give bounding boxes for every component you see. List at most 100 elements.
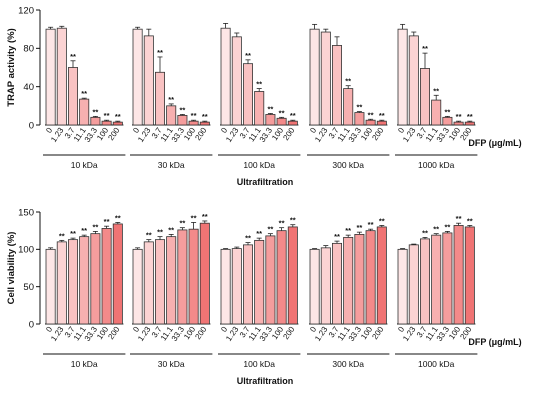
top-x-axis-label: Ultrafiltration bbox=[237, 177, 294, 187]
top-sig-g0-c5: ** bbox=[104, 111, 110, 120]
bottom-bar-g4-c3 bbox=[431, 234, 442, 325]
bottom-conc-label-g2-c0: 0 bbox=[219, 325, 229, 334]
top-conc-label-g0-c0: 0 bbox=[44, 126, 54, 135]
top-ytick-label-0: 0 bbox=[29, 120, 34, 131]
top-sig-g3-c5: ** bbox=[368, 110, 374, 119]
top-bar-g3-c2 bbox=[331, 45, 342, 126]
bottom-sig-g1-c2: ** bbox=[157, 228, 163, 237]
top-bar-g1-c0 bbox=[132, 28, 143, 126]
bottom-bar-g4-c6 bbox=[464, 226, 475, 325]
bottom-conc-label-g0-c6: 200 bbox=[106, 325, 121, 342]
top-sig-g2-c6: ** bbox=[290, 111, 296, 120]
bottom-bar-g4-c5 bbox=[453, 225, 464, 325]
bottom-ytick-label-1: 50 bbox=[23, 282, 34, 293]
bottom-bar-g3-c5 bbox=[365, 230, 376, 325]
top-bar-g0-c4 bbox=[90, 116, 101, 126]
bottom-sig-g0-c3: ** bbox=[81, 226, 87, 235]
top-conc-label-g3-c6: 200 bbox=[370, 126, 385, 143]
top-conc-label-g2-c0: 0 bbox=[219, 126, 229, 135]
top-bar-g4-c5 bbox=[453, 121, 464, 126]
bottom-conc-label-g3-c6: 200 bbox=[370, 325, 385, 342]
bottom-bar-g0-c2 bbox=[68, 239, 79, 325]
bottom-bar-g1-c3 bbox=[166, 236, 177, 325]
bottom-y-axis-label: Cell viability (%) bbox=[6, 232, 17, 305]
top-concentration-unit: DFP (μg/mL) bbox=[468, 138, 521, 148]
top-bar-g2-c6 bbox=[287, 120, 298, 126]
top-sig-g0-c3: ** bbox=[81, 89, 87, 98]
bottom-conc-label-g3-c0: 0 bbox=[308, 325, 318, 334]
top-sig-g3-c4: ** bbox=[356, 103, 362, 112]
bottom-sig-g2-c5: ** bbox=[279, 219, 285, 228]
bottom-bar-g4-c2 bbox=[419, 238, 430, 325]
bottom-group-2-name: 100 kDa bbox=[243, 359, 275, 369]
top-sig-g2-c4: ** bbox=[267, 105, 273, 114]
bottom-bar-g0-c5 bbox=[101, 228, 112, 325]
bottom-sig-g4-c4: ** bbox=[444, 222, 450, 231]
top-bar-g0-c0 bbox=[45, 28, 56, 126]
bottom-bar-g3-c6 bbox=[376, 226, 387, 325]
top-bar-g3-c4 bbox=[354, 112, 365, 126]
bottom-bar-g0-c0 bbox=[45, 248, 56, 325]
bottom-ytick-label-3: 150 bbox=[18, 207, 34, 218]
top-bar-g2-c0 bbox=[220, 27, 231, 126]
bottom-sig-g4-c5: ** bbox=[456, 214, 462, 223]
bottom-bar-g2-c2 bbox=[242, 244, 253, 325]
bottom-bar-g1-c0 bbox=[132, 248, 143, 325]
bottom-bar-g4-c0 bbox=[397, 248, 408, 325]
bottom-sig-g2-c6: ** bbox=[290, 216, 296, 225]
bottom-bar-g2-c3 bbox=[254, 239, 265, 325]
bottom-sig-g4-c6: ** bbox=[467, 216, 473, 225]
top-sig-g3-c6: ** bbox=[379, 111, 385, 120]
bottom-bar-g1-c4 bbox=[177, 229, 188, 325]
bottom-bar-g4-c4 bbox=[442, 232, 453, 325]
bottom-sig-g1-c6: ** bbox=[202, 212, 208, 221]
top-group-1-name: 30 kDa bbox=[158, 160, 185, 170]
top-conc-label-g1-c6: 200 bbox=[193, 126, 208, 143]
bottom-sig-g2-c2: ** bbox=[245, 234, 251, 243]
bottom-bar-g3-c4 bbox=[354, 233, 365, 325]
top-sig-g2-c3: ** bbox=[256, 80, 262, 89]
bottom-bar-g0-c4 bbox=[90, 233, 101, 325]
bottom-bar-g2-c5 bbox=[276, 230, 287, 325]
bottom-sig-g2-c3: ** bbox=[256, 229, 262, 238]
top-bar-g1-c2 bbox=[154, 71, 165, 126]
top-ytick-label-3: 120 bbox=[18, 5, 34, 16]
bottom-group-1-name: 30 kDa bbox=[158, 359, 185, 369]
top-bar-g0-c2 bbox=[68, 67, 79, 126]
bottom-conc-label-g1-c0: 0 bbox=[131, 325, 141, 334]
bottom-x-axis-label: Ultrafiltration bbox=[237, 376, 294, 386]
top-conc-label-g1-c0: 0 bbox=[131, 126, 141, 135]
top-bar-g2-c4 bbox=[265, 114, 276, 126]
bottom-bar-g3-c2 bbox=[331, 242, 342, 325]
top-bar-g4-c1 bbox=[408, 35, 419, 126]
bottom-sig-g0-c6: ** bbox=[115, 213, 121, 222]
top-bar-g3-c3 bbox=[343, 88, 354, 126]
bottom-bar-g0-c3 bbox=[79, 236, 90, 325]
top-sig-g4-c3: ** bbox=[433, 86, 439, 95]
top-ytick-label-2: 80 bbox=[23, 44, 34, 55]
top-group-4-name: 1000 kDa bbox=[418, 160, 455, 170]
top-bar-g2-c5 bbox=[276, 117, 287, 126]
top-sig-g3-c3: ** bbox=[345, 77, 351, 86]
bottom-bar-g3-c3 bbox=[343, 236, 354, 325]
bottom-sig-g0-c2: ** bbox=[70, 229, 76, 238]
top-bar-g2-c3 bbox=[254, 91, 265, 126]
bottom-sig-g1-c1: ** bbox=[146, 231, 152, 240]
top-sig-g2-c2: ** bbox=[245, 51, 251, 60]
top-sig-g0-c4: ** bbox=[92, 107, 98, 116]
bottom-group-4-name: 1000 kDa bbox=[418, 359, 455, 369]
top-bar-g1-c6 bbox=[199, 121, 210, 126]
top-bar-g3-c0 bbox=[309, 28, 320, 126]
bottom-conc-label-g2-c6: 200 bbox=[281, 325, 296, 342]
top-sig-g4-c5: ** bbox=[456, 112, 462, 121]
bottom-group-0-name: 10 kDa bbox=[71, 359, 98, 369]
top-bar-g4-c6 bbox=[464, 121, 475, 126]
bottom-ytick-label-2: 100 bbox=[18, 245, 34, 256]
bottom-ytick-label-0: 0 bbox=[29, 319, 34, 330]
bottom-bar-g2-c1 bbox=[231, 248, 242, 325]
top-conc-label-g2-c6: 200 bbox=[281, 126, 296, 143]
bottom-sig-g0-c4: ** bbox=[92, 222, 98, 231]
bottom-bar-g3-c0 bbox=[309, 248, 320, 325]
bottom-sig-g4-c3: ** bbox=[433, 225, 439, 234]
